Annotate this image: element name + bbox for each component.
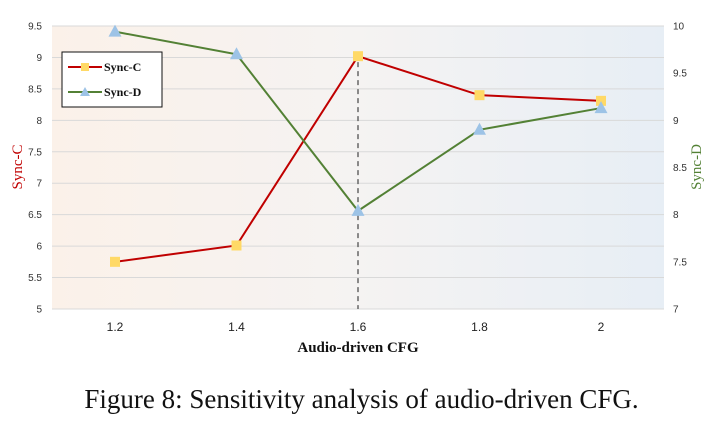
y2-tick-label: 8.5: [673, 163, 687, 174]
y2-axis-title: Sync-D: [689, 144, 705, 190]
y2-tick-label: 9: [673, 116, 679, 127]
series-markers: [108, 24, 608, 267]
y-tick-label: 7: [36, 179, 42, 190]
x-tick-label: 1.4: [228, 320, 245, 334]
data-point-sync-c: [110, 256, 120, 267]
y-tick-label: 5: [36, 305, 42, 316]
y-axis-title: Sync-C: [10, 145, 26, 190]
x-tick-label: 1.6: [350, 320, 367, 334]
y2-tick-label: 10: [673, 22, 685, 33]
data-point-sync-d: [108, 24, 122, 37]
x-tick-label: 1.2: [107, 320, 124, 334]
data-point-sync-c: [596, 95, 606, 106]
y2-tick-label: 7.5: [673, 257, 687, 268]
x-axis-title: Audio-driven CFG: [297, 340, 419, 356]
legend-box: [61, 51, 163, 108]
y2-tick-label: 8: [673, 210, 679, 221]
x-axis-ticks: 1.2 1.4 1.6 1.8 2: [107, 320, 605, 334]
legend-label-sync-c: Sync-C: [104, 60, 141, 74]
x-tick-label: 1.8: [471, 320, 488, 334]
chart: 55.566.577.588.599.5 77.588.599.510 1.2 1…: [10, 22, 705, 357]
y-tick-label: 7.5: [28, 147, 42, 158]
figure-caption: Figure 8: Sensitivity analysis of audio-…: [84, 384, 639, 414]
y-tick-label: 8: [36, 116, 42, 127]
legend: Sync-C Sync-D: [61, 51, 163, 108]
legend-label-sync-d: Sync-D: [104, 85, 142, 99]
y-tick-label: 9: [36, 53, 42, 64]
y-tick-label: 6: [36, 242, 42, 253]
data-point-sync-d: [351, 203, 365, 216]
legend-marker-sync-d: [80, 87, 90, 96]
data-point-sync-d: [594, 101, 608, 114]
y-tick-label: 5.5: [28, 273, 42, 284]
x-tick-label: 2: [598, 320, 605, 334]
y2-tick-label: 9.5: [673, 69, 687, 80]
y-tick-label: 9.5: [28, 22, 42, 33]
data-point-sync-d: [230, 47, 243, 60]
left-axis-ticks: 5 5.5 6 6.5 7 7.5 8 8.5 9 9.5: [28, 22, 42, 316]
y-tick-label: 6.5: [28, 210, 42, 221]
data-point-sync-c: [474, 90, 485, 101]
legend-marker-sync-c: [81, 63, 89, 71]
data-point-sync-c: [353, 51, 363, 62]
data-point-sync-c: [231, 240, 242, 251]
data-point-sync-d: [473, 122, 486, 135]
y-tick-label: 8.5: [28, 84, 42, 95]
y2-tick-label: 7: [673, 305, 679, 316]
right-axis-ticks: 7 7.5 8 8.5 9 9.5 10: [673, 22, 687, 316]
